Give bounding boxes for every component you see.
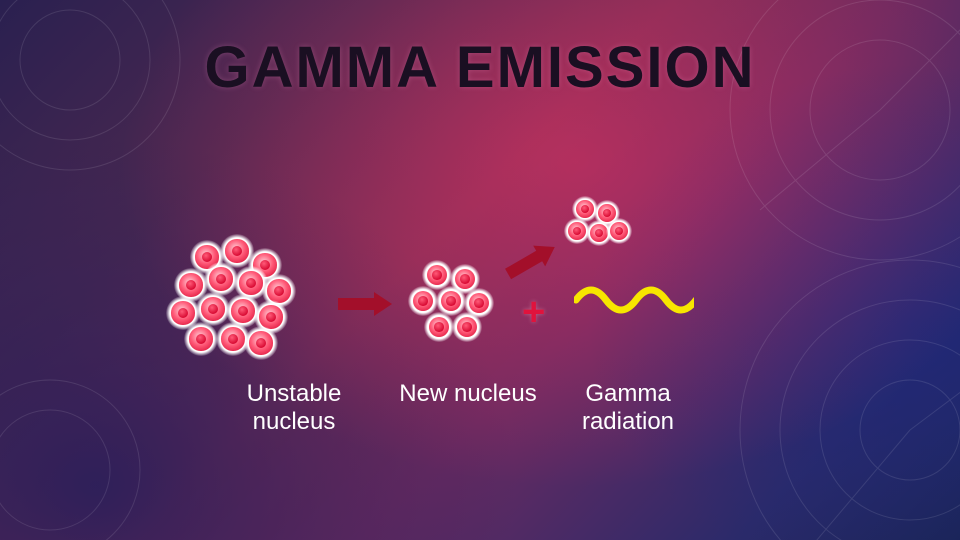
- gamma-emission-diagram: +: [160, 220, 800, 400]
- label-new-nucleus: New nucleus: [388, 380, 548, 408]
- plus-symbol: +: [522, 290, 545, 335]
- label-gamma-radiation: Gamma radiation: [548, 380, 708, 435]
- label-unstable-nucleus: Unstable nucleus: [214, 380, 374, 435]
- slide-title: GAMMA EMISSION: [0, 34, 960, 101]
- gamma-wave-icon: [574, 276, 694, 324]
- labels-row: Unstable nucleus New nucleus Gamma radia…: [0, 380, 960, 460]
